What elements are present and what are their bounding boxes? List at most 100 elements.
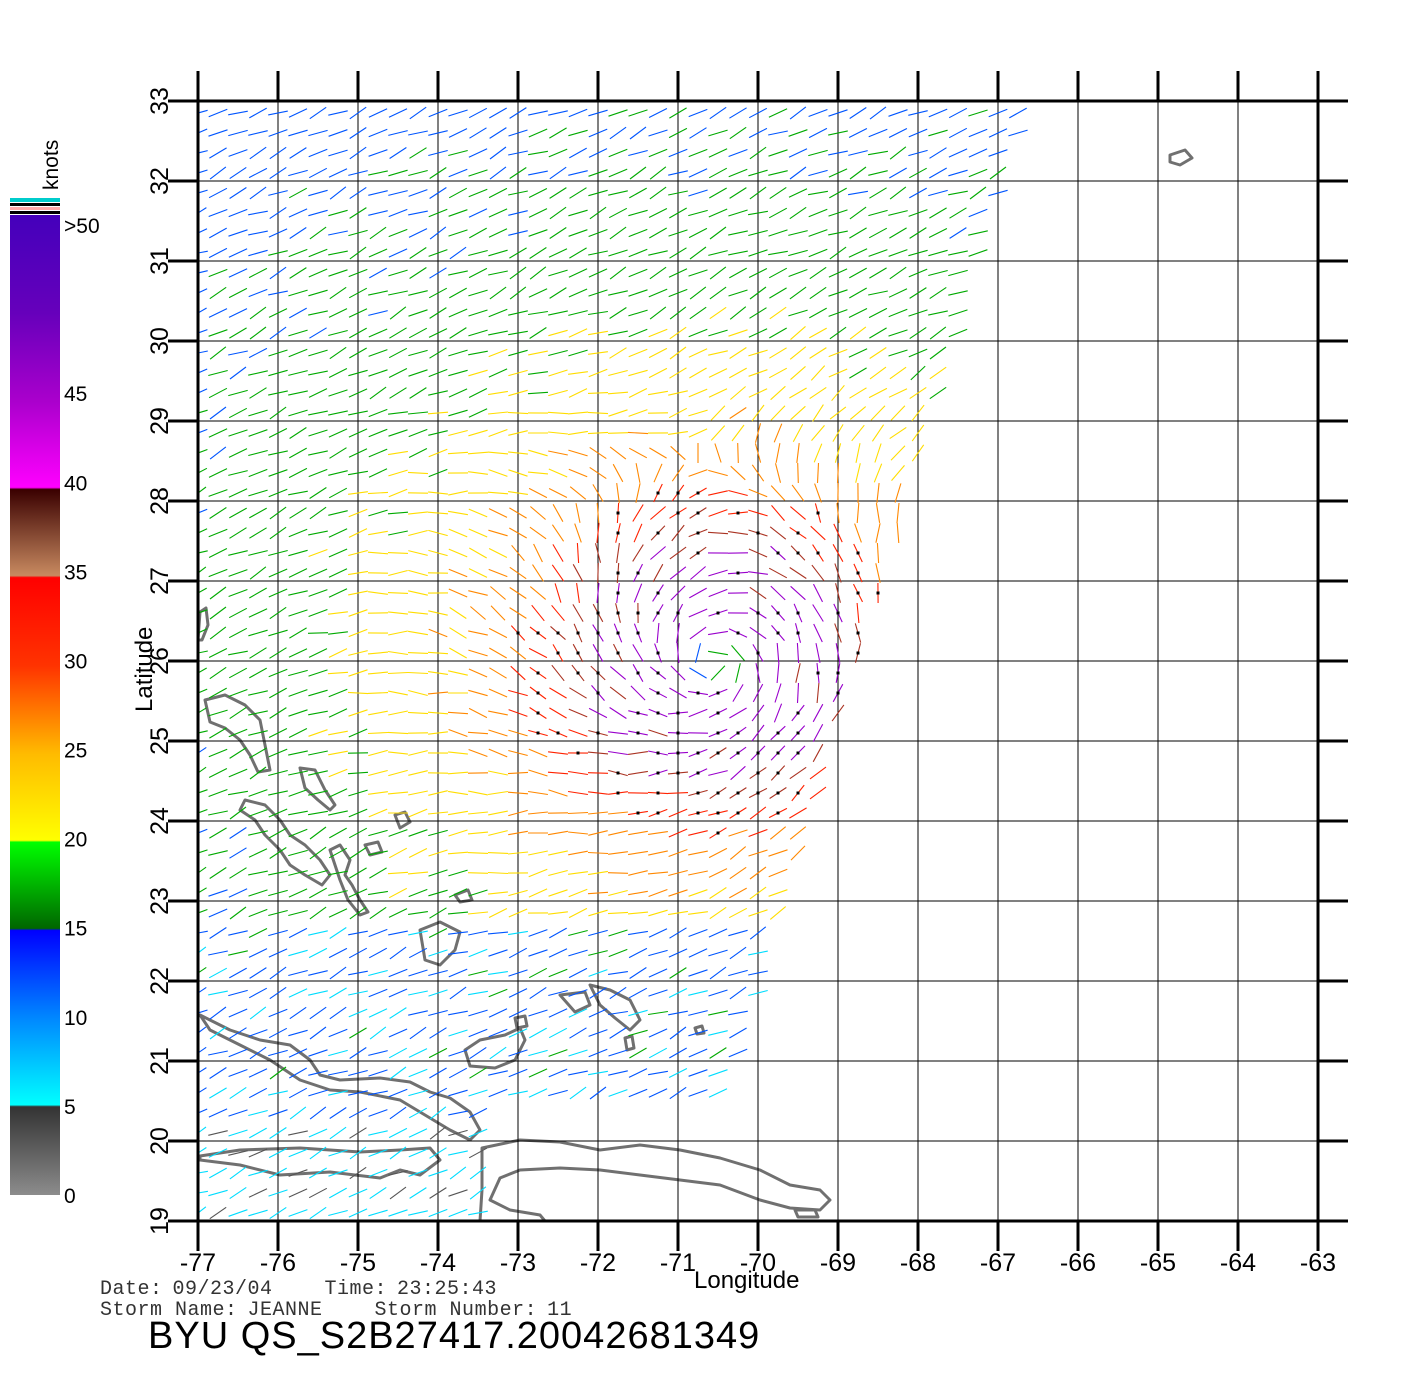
wind-vector [309,506,327,520]
wind-vector [249,566,267,580]
wind-vector [348,1090,368,1096]
wind-vector [849,367,867,379]
wind-vector [808,127,828,139]
wind-vector [408,630,428,636]
wind-vector [349,847,367,859]
wind-vector [308,548,328,558]
wind-vector [349,1047,367,1059]
wind-vector [508,129,528,137]
lat-lon-grid [197,100,1319,1222]
wind-vector [268,129,288,137]
wind-vector [468,429,488,437]
wind-vector [909,386,927,400]
wind-vector [688,911,708,915]
wind-vector [408,550,428,556]
rain-flag-dot [856,571,860,575]
wind-vector [891,465,905,481]
rain-flag-dot [616,531,620,535]
wind-vector [228,1150,248,1156]
date-time-line: Date: 09/23/04 Time: 23:25:43 [100,1278,549,1301]
wind-vector [728,969,748,977]
wind-vector [989,166,1007,180]
wind-vector [198,1147,207,1154]
wind-vector [209,586,227,600]
wind-vector [489,146,507,160]
wind-vector [650,506,666,520]
coastline [623,1034,636,1052]
wind-vector [209,827,227,839]
wind-vector [669,326,687,340]
rain-flag-dot [656,611,660,615]
rain-flag-dot [676,511,680,515]
wind-vector [329,1187,347,1199]
wind-vector [829,187,847,199]
wind-vector [208,329,228,337]
wind-vector [368,1109,388,1117]
colorbar-label: 10 [64,1007,87,1030]
wind-vector [428,468,448,478]
wind-vector [389,306,407,320]
wind-vector [768,170,788,176]
wind-vector [469,1046,487,1060]
wind-vector [467,731,489,735]
wind-vector [408,969,428,977]
wind-vector [528,949,548,957]
wind-vector [388,347,408,359]
wind-vector [908,149,928,157]
wind-vector [928,310,948,316]
wind-vector [748,210,768,216]
wind-vector [688,388,708,398]
wind-vector [568,1049,588,1057]
wind-vector [848,128,868,138]
wind-vector [208,788,228,798]
wind-vector [808,208,828,218]
wind-vector [198,409,208,414]
wind-vector [289,267,307,279]
wind-vector [308,310,328,316]
wind-vector [428,529,448,537]
wind-vector [508,190,528,196]
wind-vector [198,566,207,574]
rain-flag-dot [716,711,720,715]
wind-vector [348,308,368,318]
wind-vector [868,290,888,296]
wind-vector [388,769,408,777]
wind-vector [688,1089,708,1097]
wind-vector [289,307,307,319]
wind-vector [648,288,668,298]
wind-vector [488,810,508,816]
wind-vector [467,831,489,835]
wind-vector [229,366,247,380]
wind-vector [408,169,428,177]
wind-vector [449,627,467,639]
wind-vector [249,1006,267,1020]
wind-vector [309,887,327,899]
wind-vector [568,268,588,278]
wind-vector [708,770,728,776]
wind-vector [388,368,408,378]
wind-vector [368,969,388,977]
rain-flag-dot [796,631,800,635]
wind-vector [388,169,408,177]
wind-vector [709,286,727,300]
rain-flag-dot [696,751,700,755]
wind-vector [650,546,666,560]
wind-vector [468,471,488,475]
wind-vector [669,1086,687,1100]
wind-vector [268,1008,288,1018]
wind-vector [908,309,928,317]
wind-vector [488,228,508,238]
wind-vector [308,209,328,217]
wind-vector [609,226,627,240]
wind-vector [448,1129,468,1137]
wind-vector [648,347,668,359]
wind-vector [208,1108,228,1118]
wind-vector [348,827,368,839]
wind-vector [229,507,247,519]
wind-vector [729,126,747,140]
wind-vector [834,623,842,643]
wind-vector [668,1010,688,1016]
wind-vector [488,270,508,276]
wind-vector [428,448,448,458]
